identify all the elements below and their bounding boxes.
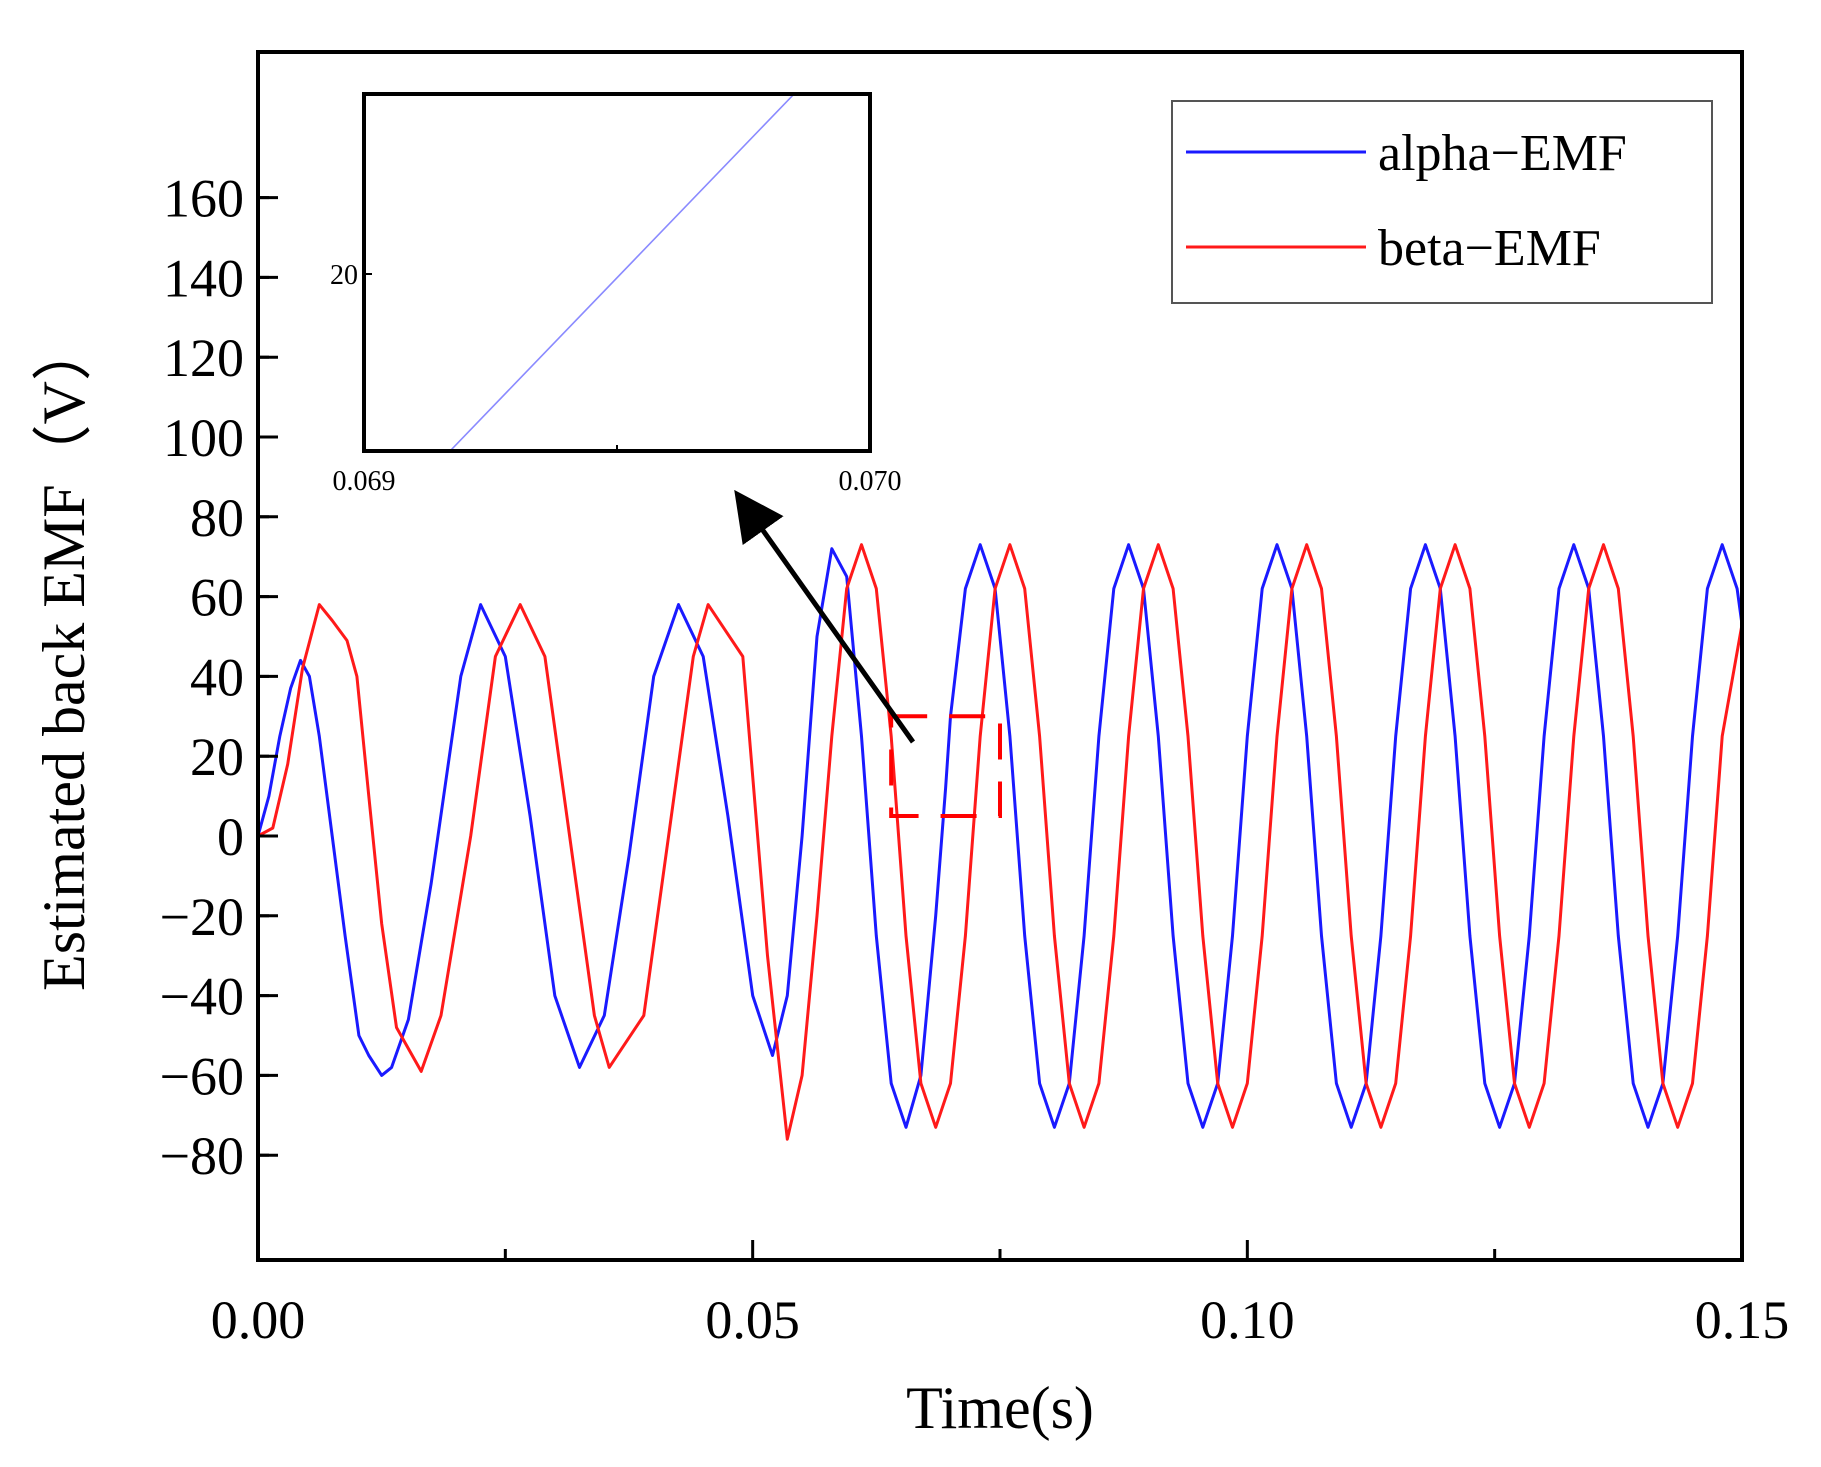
series-line-beta [258,543,1742,1141]
inset-x-tick-label-start: 0.069 [333,466,396,497]
inset-y-tick-label: 20 [330,260,358,291]
zoom-highlight-box [889,714,1003,819]
y-tick-label: 140 [163,248,244,308]
legend-label-beta: beta−EMF [1378,220,1601,277]
series-layer [258,543,1742,1141]
y-tick-label: 60 [190,568,244,628]
legend: alpha−EMF beta−EMF [1171,100,1713,304]
y-tick-label: 80 [190,488,244,548]
inset-series-line [449,94,795,451]
y-axis-title: Estimated back EMF（V） [31,321,97,991]
y-tick-label: −40 [160,967,244,1027]
y-axis: −80 −60 −40 −20 0 20 40 60 80 100 120 140 160 [160,169,278,1186]
y-tick-label: 120 [163,328,244,388]
x-axis: 0.00 0.05 0.10 0.15 [211,1240,1790,1350]
x-axis-title: Time(s) [906,1375,1094,1441]
y-tick-label: −20 [160,887,244,947]
x-tick-label: 0.05 [705,1290,800,1350]
legend-box [1171,100,1713,304]
series-line-alpha [258,543,1742,1129]
y-tick-label: 0 [217,807,244,867]
x-tick-label: 0.15 [1695,1290,1790,1350]
zoom-arrow [734,489,916,744]
legend-label-alpha: alpha−EMF [1378,125,1627,182]
y-tick-label: −60 [160,1046,244,1106]
inset-x-tick-label-end: 0.070 [839,466,902,497]
x-tick-label: 0.00 [211,1290,306,1350]
y-tick-label: 40 [190,647,244,707]
y-tick-label: −80 [160,1126,244,1186]
y-tick-label: 160 [163,169,244,229]
y-tick-label: 100 [163,408,244,468]
x-tick-label: 0.10 [1200,1290,1295,1350]
inset-chart: 20 0.069 0.070 [330,92,902,497]
y-tick-label: 20 [190,727,244,787]
